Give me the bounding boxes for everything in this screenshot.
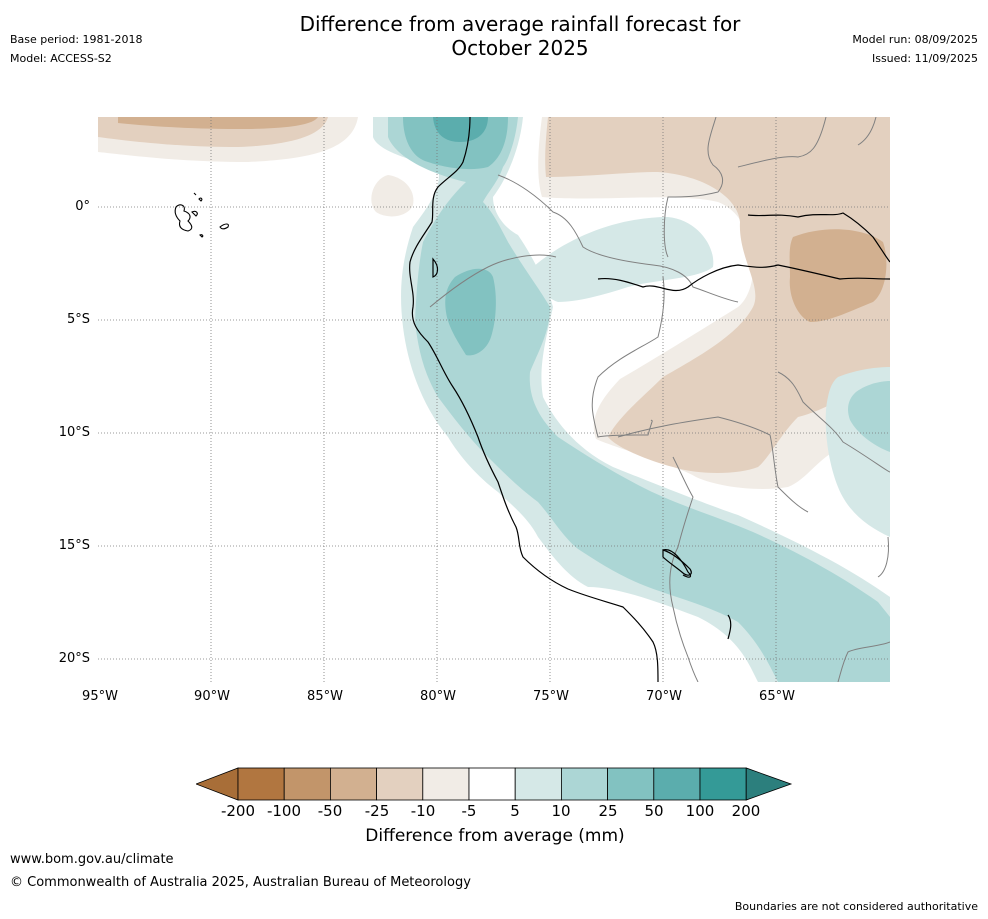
colorbar-tick: 100 (685, 802, 715, 820)
colorbar-segment (653, 767, 701, 801)
country-borders (429, 117, 890, 682)
lat-label-10s: 10°S (58, 425, 90, 440)
colorbar-segment (283, 767, 331, 801)
galapagos-islands (174, 192, 229, 238)
base-period-text: Base period: 1981-2018 (10, 33, 143, 46)
colorbar-tick: 25 (598, 802, 618, 820)
colorbar-segment (468, 767, 516, 801)
colorbar-segment (699, 767, 747, 801)
colorbar-tick: -10 (410, 802, 436, 820)
colorbar-high-extension (745, 767, 793, 801)
website-text: www.bom.gov.au/climate (10, 852, 174, 867)
colorbar-segment (560, 767, 608, 801)
colorbar-segment (607, 767, 655, 801)
model-text: Model: ACCESS-S2 (10, 52, 112, 65)
negative-anomaly-regions (98, 117, 890, 489)
disclaimer-text: Boundaries are not considered authoritat… (734, 900, 978, 913)
colorbar-tick: 50 (644, 802, 664, 820)
lon-label-70w: 70°W (646, 689, 682, 704)
issued-text: Issued: 11/09/2025 (871, 52, 978, 65)
colorbar-tick: -25 (364, 802, 390, 820)
model-run-text: Model run: 08/09/2025 (852, 33, 978, 46)
lon-label-85w: 85°W (307, 689, 343, 704)
colorbar-tick: 5 (510, 802, 520, 820)
colorbar-segment (376, 767, 424, 801)
lon-label-95w: 95°W (82, 689, 118, 704)
colorbar-tick: -5 (461, 802, 477, 820)
rainfall-anomaly-map (98, 117, 890, 682)
map-title: Difference from average rainfall forecas… (250, 12, 790, 60)
coastlines (409, 117, 890, 682)
colorbar-tick: -200 (220, 802, 256, 820)
colorbar-segment (514, 767, 562, 801)
lat-label-20s: 20°S (58, 651, 90, 666)
colorbar-label: Difference from average (mm) (365, 826, 625, 846)
colorbar (196, 767, 793, 801)
lon-label-75w: 75°W (533, 689, 569, 704)
lon-label-90w: 90°W (194, 689, 230, 704)
title-line-2: October 2025 (451, 36, 589, 60)
gridlines (98, 117, 890, 682)
lon-label-80w: 80°W (420, 689, 456, 704)
colorbar-tick: -100 (266, 802, 302, 820)
colorbar-tick: 10 (551, 802, 571, 820)
colorbar-low-extension (196, 767, 239, 801)
lake-titicaca (662, 549, 692, 576)
copyright-text: © Commonwealth of Australia 2025, Austra… (10, 875, 471, 890)
colorbar-segment (422, 767, 470, 801)
colorbar-segment (329, 767, 377, 801)
lat-label-0: 0° (75, 199, 90, 214)
colorbar-tick: 200 (731, 802, 761, 820)
title-line-1: Difference from average rainfall forecas… (299, 12, 741, 36)
lat-label-15s: 15°S (58, 538, 90, 553)
colorbar-tick: -50 (317, 802, 343, 820)
lon-label-65w: 65°W (759, 689, 795, 704)
colorbar-segment (237, 767, 285, 801)
lat-label-5s: 5°S (66, 312, 90, 327)
